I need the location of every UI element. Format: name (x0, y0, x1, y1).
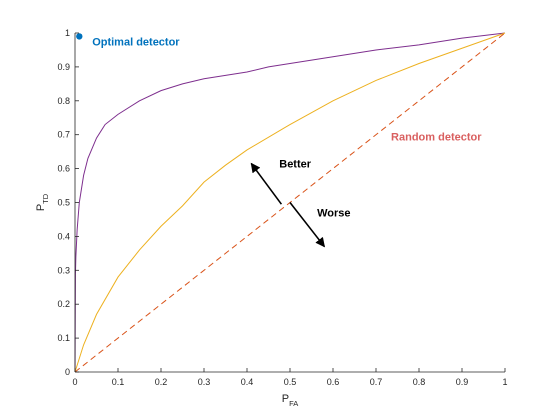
better-arrow (251, 164, 281, 205)
x-axis-label: PFA (282, 393, 299, 408)
x-tick-label: 0.8 (413, 377, 426, 387)
x-tick-label: 0.9 (456, 377, 469, 387)
x-tick-label: 0.4 (241, 377, 254, 387)
x-tick-label: 1 (502, 377, 507, 387)
x-tick-label: 0.2 (155, 377, 168, 387)
y-tick-label: 0.2 (57, 299, 70, 309)
x-tick-label: 0.5 (284, 377, 297, 387)
y-tick-label: 0.3 (57, 265, 70, 275)
y-tick-label: 0 (65, 367, 70, 377)
x-tick-label: 0.3 (198, 377, 211, 387)
y-tick-label: 0.4 (57, 231, 70, 241)
y-tick-label: 0.1 (57, 333, 70, 343)
optimal-point-marker (76, 33, 82, 39)
y-tick-label: 0.9 (57, 62, 70, 72)
x-tick-label: 0.6 (327, 377, 340, 387)
y-axis-label: PTD (35, 193, 50, 211)
y-tick-label: 1 (65, 28, 70, 38)
x-tick-label: 0.1 (112, 377, 125, 387)
annotation-better: Better (279, 159, 312, 171)
y-tick-label: 0.5 (57, 198, 70, 208)
annotation-random-detector: Random detector (391, 131, 482, 143)
y-tick-label: 0.6 (57, 164, 70, 174)
y-tick-label: 0.7 (57, 130, 70, 140)
x-tick-label: 0.7 (370, 377, 383, 387)
y-tick-label: 0.8 (57, 96, 70, 106)
annotation-optimal-detector: Optimal detector (92, 36, 180, 48)
x-tick-label: 0 (72, 377, 77, 387)
annotation-worse: Worse (317, 208, 350, 220)
